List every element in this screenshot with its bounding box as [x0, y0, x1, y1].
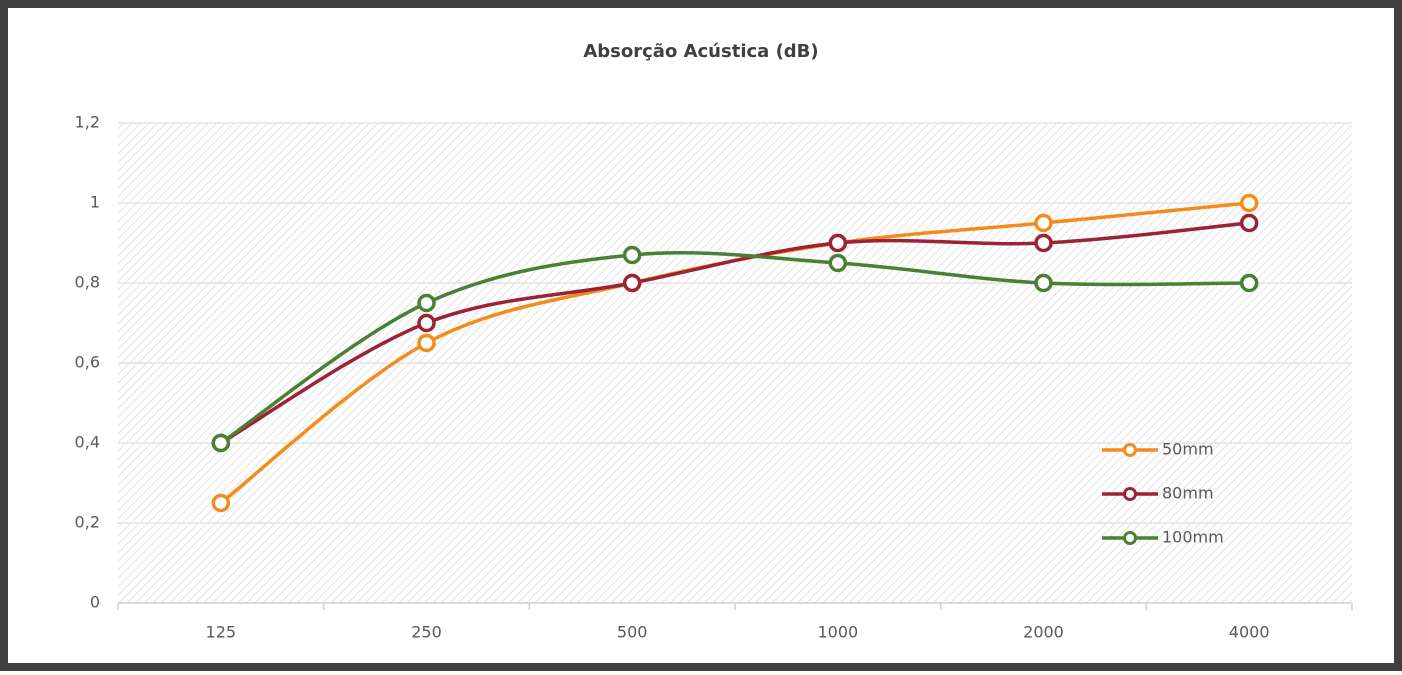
y-tick-label: 0,2 — [75, 513, 100, 532]
data-point — [1034, 233, 1053, 253]
data-point — [622, 273, 642, 293]
data-point — [1034, 273, 1053, 293]
y-tick-label: 0 — [90, 593, 100, 612]
data-point — [1239, 273, 1259, 293]
legend-marker — [1123, 487, 1137, 501]
marks — [211, 193, 1259, 513]
data-point — [417, 293, 436, 313]
data-point — [211, 493, 231, 513]
data-point — [417, 333, 436, 353]
x-tick-label: 500 — [617, 623, 648, 642]
data-point — [417, 313, 436, 333]
x-tick-label: 125 — [206, 623, 237, 642]
x-tick-label: 4000 — [1229, 623, 1270, 642]
data-point — [1239, 213, 1259, 233]
x-tick-label: 2000 — [1023, 623, 1064, 642]
legend-label: 50mm — [1162, 440, 1214, 459]
x-tick-label: 1000 — [817, 623, 858, 642]
data-point — [211, 433, 231, 453]
y-tick-label: 1,2 — [75, 113, 100, 132]
data-point — [1034, 213, 1053, 233]
legend-label: 80mm — [1162, 484, 1214, 503]
data-point — [828, 253, 848, 273]
legend-marker — [1123, 443, 1137, 457]
y-tick-label: 1 — [90, 193, 100, 212]
y-tick-label: 0,8 — [75, 273, 100, 292]
y-tick-label: 0,6 — [75, 353, 100, 372]
data-point — [828, 233, 848, 253]
y-tick-label: 0,4 — [75, 433, 100, 452]
chart-title: Absorção Acústica (dB) — [583, 41, 818, 62]
series-line — [219, 251, 1250, 445]
data-point — [622, 245, 642, 265]
series-line — [219, 221, 1250, 445]
x-tick-label: 250 — [411, 623, 442, 642]
legend-label: 100mm — [1162, 528, 1224, 547]
legend-marker — [1123, 531, 1137, 545]
data-point — [1239, 193, 1259, 213]
